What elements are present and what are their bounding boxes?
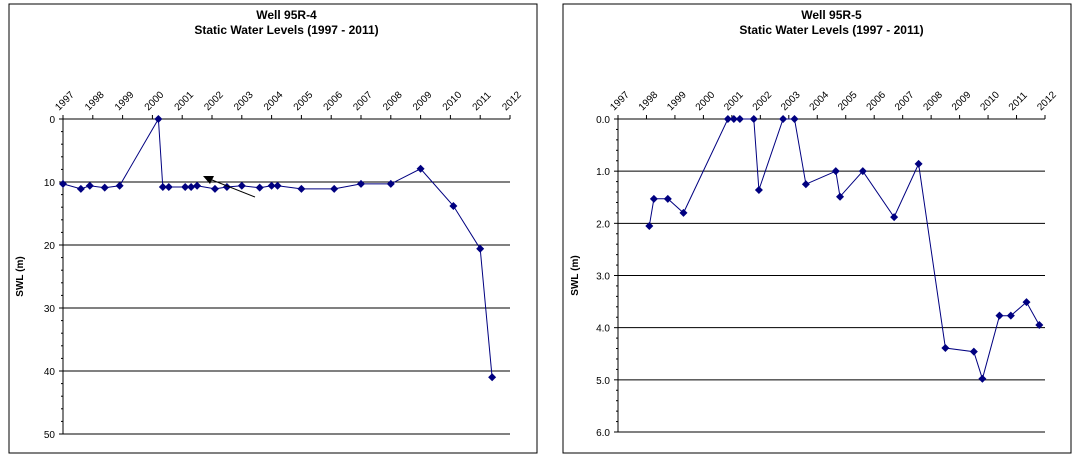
data-point [386,179,395,188]
data-point [1022,298,1031,307]
data-point [1006,311,1015,320]
data-point [476,244,485,253]
data-point [790,115,799,123]
data-point [449,201,458,210]
data-point [836,192,845,201]
data-point [297,184,306,193]
data-point [330,184,339,193]
data-point [76,184,85,193]
data-point [59,179,67,188]
data-point [754,185,763,194]
data-point [1035,321,1044,330]
chart-subtitle: Static Water Levels (1997 - 2011) [739,23,923,37]
series-line [648,118,1040,381]
y-tick-label: 30 [44,304,56,315]
y-tick-label: 0.0 [596,115,610,126]
data-point [187,183,196,192]
y-tick-label: 4.0 [596,324,610,335]
y-tick-label: 2.0 [596,219,610,230]
data-point [723,115,732,123]
data-point [85,181,94,190]
y-tick-label: 20 [44,241,56,252]
data-point [729,115,738,123]
data-point [210,184,219,193]
data-point [164,183,173,192]
y-tick-label: 50 [44,430,56,441]
data-point [969,347,978,356]
data-point [995,311,1004,320]
y-tick-label: 40 [44,367,56,378]
data-point [237,181,246,190]
y-tick-label: 3.0 [596,272,610,283]
chart-title: Well 95R-4 [256,8,317,22]
data-point [115,181,124,190]
data-point [890,213,899,222]
data-point [181,183,190,192]
chart-frame [562,3,1072,454]
data-point [255,183,264,192]
data-point [100,183,109,192]
data-point [978,374,987,383]
data-point [645,221,654,230]
y-tick-label: 1.0 [596,167,610,178]
data-point [488,373,497,382]
data-point [267,181,276,190]
y-tick-label: 6.0 [596,428,610,439]
data-point [273,181,282,190]
data-point [663,194,672,203]
y-tick-label: 0 [49,115,55,126]
data-point [749,115,758,123]
data-point [914,159,923,168]
data-point [357,179,365,188]
data-point [193,181,202,190]
chart-subtitle: Static Water Levels (1997 - 2011) [194,23,378,37]
data-point [416,164,425,173]
y-axis-label: SWL (m) [15,256,26,296]
chart-frame [8,3,538,454]
data-point [831,167,840,176]
y-tick-label: 5.0 [596,376,610,387]
data-point [679,208,688,217]
data-point [649,194,658,203]
data-point [779,115,788,123]
data-point [735,115,744,123]
data-point [941,344,950,353]
data-point [154,115,163,123]
data-point [158,183,167,192]
y-axis-label: SWL (m) [570,255,581,295]
data-point [858,167,867,176]
y-tick-label: 10 [44,178,56,189]
chart-title: Well 95R-5 [801,8,862,22]
annotation-arrow [203,176,256,198]
data-point [801,180,810,189]
